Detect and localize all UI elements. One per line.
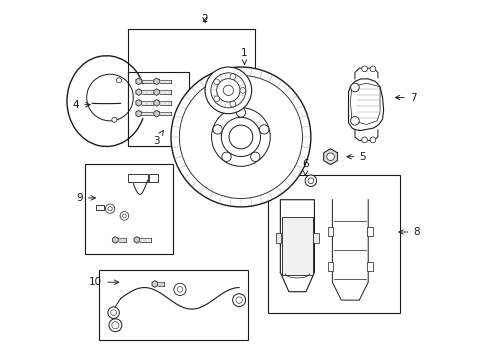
Circle shape (108, 307, 119, 319)
Circle shape (213, 125, 222, 134)
Circle shape (236, 108, 245, 117)
Polygon shape (112, 237, 118, 243)
Circle shape (229, 74, 235, 80)
Text: 1: 1 (241, 48, 247, 64)
Polygon shape (154, 111, 159, 117)
Circle shape (221, 117, 260, 157)
Polygon shape (152, 281, 157, 287)
Bar (313, 233, 318, 243)
Circle shape (105, 204, 115, 213)
Polygon shape (154, 100, 159, 106)
Circle shape (112, 117, 117, 122)
Bar (267, 175, 400, 313)
Circle shape (213, 79, 219, 85)
Circle shape (250, 152, 260, 161)
Text: 6: 6 (302, 159, 308, 175)
Bar (128, 72, 188, 146)
Circle shape (240, 87, 245, 93)
Text: 5: 5 (346, 152, 366, 162)
Circle shape (235, 297, 242, 303)
Circle shape (216, 79, 240, 102)
Polygon shape (154, 89, 159, 95)
Circle shape (213, 96, 219, 102)
Circle shape (120, 212, 128, 220)
Circle shape (229, 101, 235, 107)
Circle shape (116, 78, 121, 83)
Bar (327, 226, 333, 235)
Circle shape (350, 117, 359, 125)
Circle shape (174, 283, 185, 296)
Circle shape (350, 83, 359, 92)
Polygon shape (136, 89, 141, 95)
Text: 4: 4 (73, 100, 90, 110)
Circle shape (122, 214, 126, 218)
Bar (276, 233, 281, 243)
Circle shape (232, 294, 245, 307)
Text: 9: 9 (76, 193, 95, 203)
Circle shape (112, 321, 119, 329)
Circle shape (369, 137, 375, 143)
Circle shape (211, 108, 270, 166)
Polygon shape (134, 237, 140, 243)
Bar (282, 217, 312, 275)
Circle shape (305, 175, 316, 186)
Bar (327, 262, 333, 271)
Circle shape (179, 76, 302, 198)
Circle shape (177, 287, 183, 292)
Circle shape (171, 67, 310, 207)
Circle shape (109, 319, 122, 332)
Polygon shape (154, 78, 159, 85)
Bar (96, 205, 103, 211)
Circle shape (361, 66, 367, 72)
Circle shape (228, 125, 252, 149)
Bar (128, 30, 255, 146)
Bar (149, 174, 158, 182)
Circle shape (361, 137, 367, 143)
Circle shape (222, 152, 231, 161)
Text: 7: 7 (394, 93, 415, 103)
Circle shape (223, 85, 233, 95)
Circle shape (204, 67, 251, 114)
Circle shape (307, 178, 313, 184)
Circle shape (110, 310, 116, 316)
Polygon shape (136, 111, 141, 117)
Bar (128, 174, 147, 182)
Polygon shape (323, 149, 337, 165)
Bar (366, 226, 372, 235)
Bar (366, 262, 372, 271)
Text: 8: 8 (398, 227, 419, 237)
Circle shape (369, 66, 375, 72)
Circle shape (326, 153, 334, 161)
Polygon shape (136, 100, 141, 106)
Text: 10: 10 (89, 277, 119, 287)
Text: 3: 3 (153, 130, 163, 145)
Circle shape (108, 207, 112, 211)
Circle shape (259, 125, 268, 134)
Text: 2: 2 (202, 14, 208, 24)
Polygon shape (136, 78, 141, 85)
Bar (99, 270, 247, 339)
Bar (85, 164, 172, 253)
Circle shape (210, 73, 245, 108)
